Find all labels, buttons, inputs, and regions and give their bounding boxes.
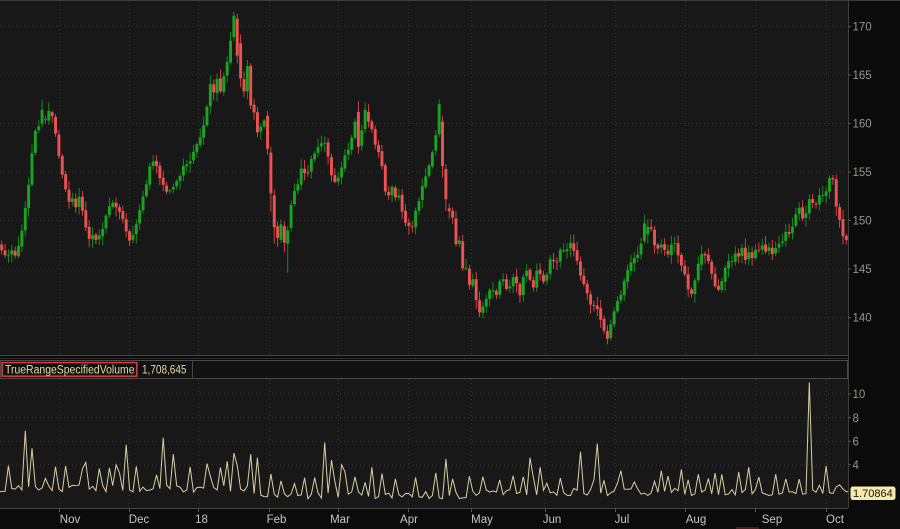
svg-text:Sep: Sep xyxy=(762,514,782,526)
svg-text:155: 155 xyxy=(853,167,872,179)
svg-text:Mar: Mar xyxy=(330,514,350,526)
svg-text:Jun: Jun xyxy=(543,514,562,526)
svg-text:Apr: Apr xyxy=(400,514,418,526)
svg-text:Dec: Dec xyxy=(129,514,150,526)
svg-text:TrueRangeSpecifiedVolume: TrueRangeSpecifiedVolume xyxy=(5,365,135,377)
svg-text:Nov: Nov xyxy=(60,514,81,526)
svg-text:145: 145 xyxy=(853,264,872,276)
svg-text:May: May xyxy=(471,514,493,526)
svg-text:140: 140 xyxy=(853,313,872,325)
svg-text:Aug: Aug xyxy=(686,514,706,526)
svg-text:8: 8 xyxy=(853,413,859,425)
svg-text:165: 165 xyxy=(853,70,872,82)
svg-text:160: 160 xyxy=(853,119,872,131)
svg-text:1.70864: 1.70864 xyxy=(853,488,893,500)
svg-text:6: 6 xyxy=(853,436,859,448)
svg-text:Jul: Jul xyxy=(615,514,630,526)
svg-text:Feb: Feb xyxy=(267,514,287,526)
svg-text:10: 10 xyxy=(853,389,866,401)
svg-text:18: 18 xyxy=(195,514,208,526)
svg-text:4: 4 xyxy=(853,460,860,472)
svg-text:150: 150 xyxy=(853,216,872,228)
svg-text:Oct: Oct xyxy=(826,514,845,526)
svg-text:1,708,645: 1,708,645 xyxy=(142,365,187,377)
svg-text:170: 170 xyxy=(853,22,872,34)
